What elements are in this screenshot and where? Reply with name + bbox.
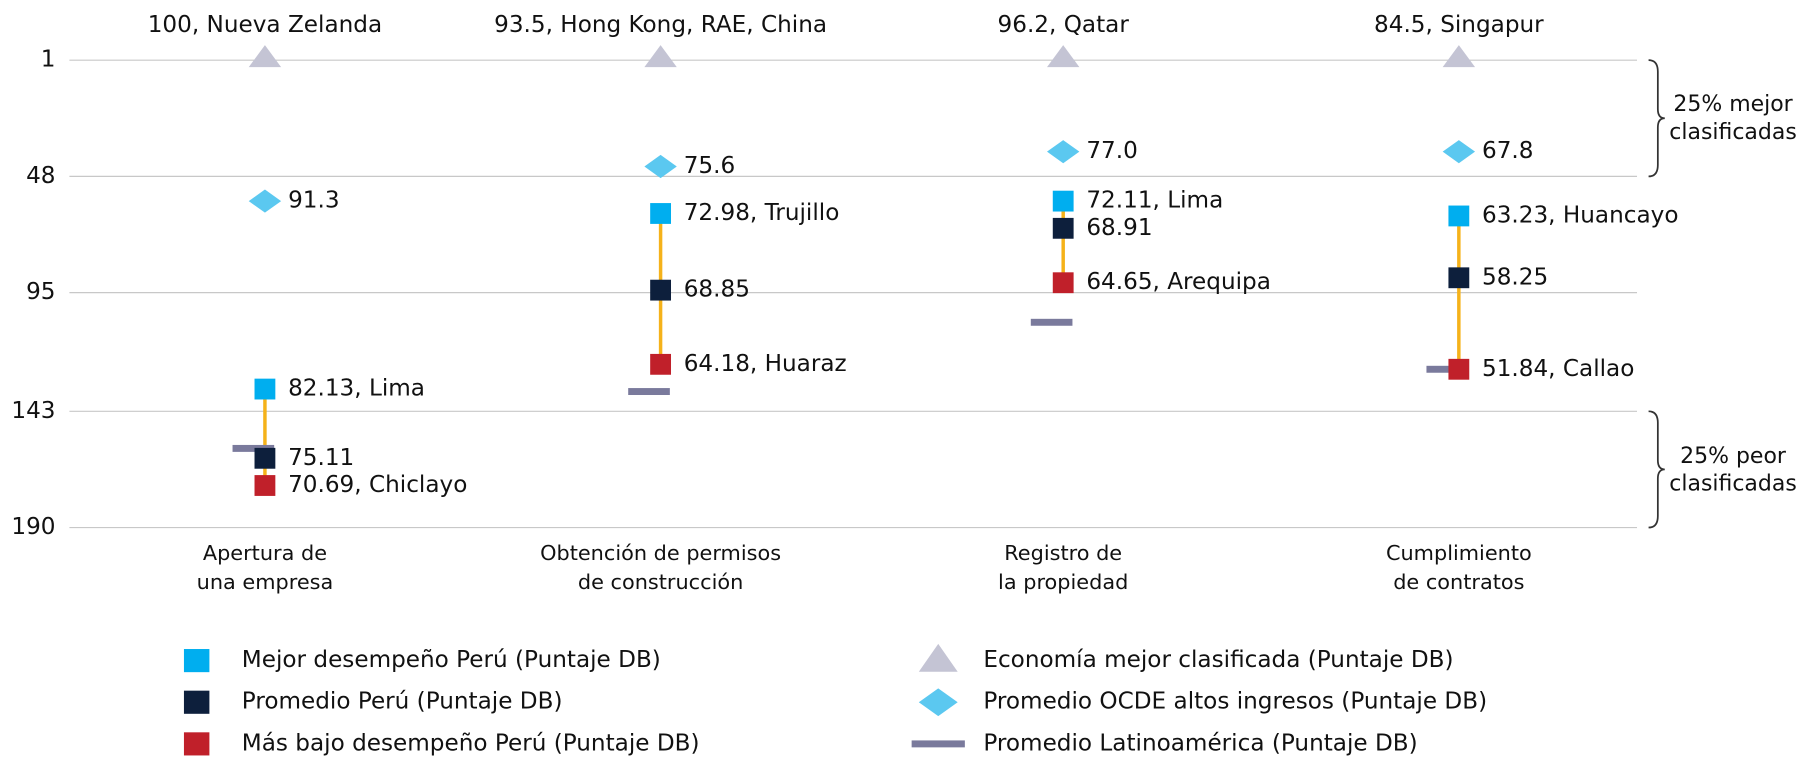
point-label: 58.25 [1482,264,1548,290]
bracket-label: 25% peor clasificadas [1669,442,1797,497]
marker-square [1448,205,1470,227]
point-label: 93.5, Hong Kong, RAE, China [494,12,827,38]
marker-diamond [1442,140,1476,164]
point-label: 70.69, Chiclayo [288,472,467,498]
point-label: 75.11 [288,445,354,471]
x-tick-label: Cumplimiento de contratos [1385,541,1532,595]
y-tick-label: 48 [26,163,55,189]
point-label: 75.6 [684,153,736,179]
marker-dash [232,444,275,452]
point-label: 72.11, Lima [1086,188,1223,214]
legend-marker [183,732,210,756]
marker-square [1052,190,1074,212]
marker-dash [628,388,670,396]
legend-marker [918,643,958,672]
marker-dash [1426,365,1469,373]
y-tick-label: 1 [41,47,56,73]
marker-dash [1030,318,1073,326]
legend-marker [183,649,210,673]
legend-label: Más bajo desempeño Perú (Puntaje DB) [242,730,700,756]
x-tick-label: Registro de la propiedad [998,541,1129,595]
point-label: 77.0 [1086,138,1138,164]
point-label: 68.85 [684,277,750,303]
legend-label: Economía mejor clasificada (Puntaje DB) [983,647,1453,673]
marker-square [254,475,276,496]
point-label: 51.84, Callao [1482,356,1634,382]
legend-label: Mejor desempeño Perú (Puntaje DB) [242,647,661,673]
point-label: 67.8 [1482,138,1534,164]
legend-label: Promedio Perú (Puntaje DB) [242,689,563,715]
marker-triangle [248,45,282,68]
legend-label: Promedio Latinoamérica (Puntaje DB) [983,730,1417,756]
marker-square [650,353,672,375]
legend-marker [911,740,965,748]
bracket [1648,410,1665,529]
x-tick-label: Obtención de permisos de construcción [540,541,782,595]
legend-marker [918,688,958,717]
point-label: 96.2, Qatar [998,12,1130,38]
bracket-label: 25% mejor clasificadas [1669,91,1797,145]
point-label: 68.91 [1086,215,1152,241]
legend-label: Promedio OCDE altos ingresos (Puntaje DB… [983,689,1487,715]
point-label: 84.5, Singapur [1374,12,1544,38]
legend-marker [183,690,210,714]
y-tick-label: 190 [11,514,55,540]
marker-diamond [248,189,282,213]
marker-triangle [644,45,677,68]
x-tick-label: Apertura de una empresa [196,541,334,595]
point-label: 64.18, Huaraz [684,351,847,377]
marker-square [650,203,672,224]
marker-square [254,447,276,469]
marker-square [1052,217,1074,239]
point-label: 91.3 [288,188,340,214]
point-label: 72.98, Trujillo [684,200,840,226]
marker-triangle [1442,45,1476,68]
y-tick-label: 95 [26,279,55,305]
marker-diamond [644,154,677,179]
bracket [1648,59,1665,178]
marker-square [1052,272,1074,294]
y-tick-label: 143 [11,398,55,424]
marker-diamond [1046,140,1080,164]
point-label: 82.13, Lima [288,376,425,402]
marker-square [650,279,672,301]
marker-triangle [1046,45,1080,68]
marker-square [1448,358,1470,380]
point-label: 100, Nueva Zelanda [148,12,382,38]
marker-square [1448,267,1470,289]
point-label: 64.65, Arequipa [1086,269,1271,295]
marker-square [254,378,276,400]
point-label: 63.23, Huancayo [1482,202,1679,228]
